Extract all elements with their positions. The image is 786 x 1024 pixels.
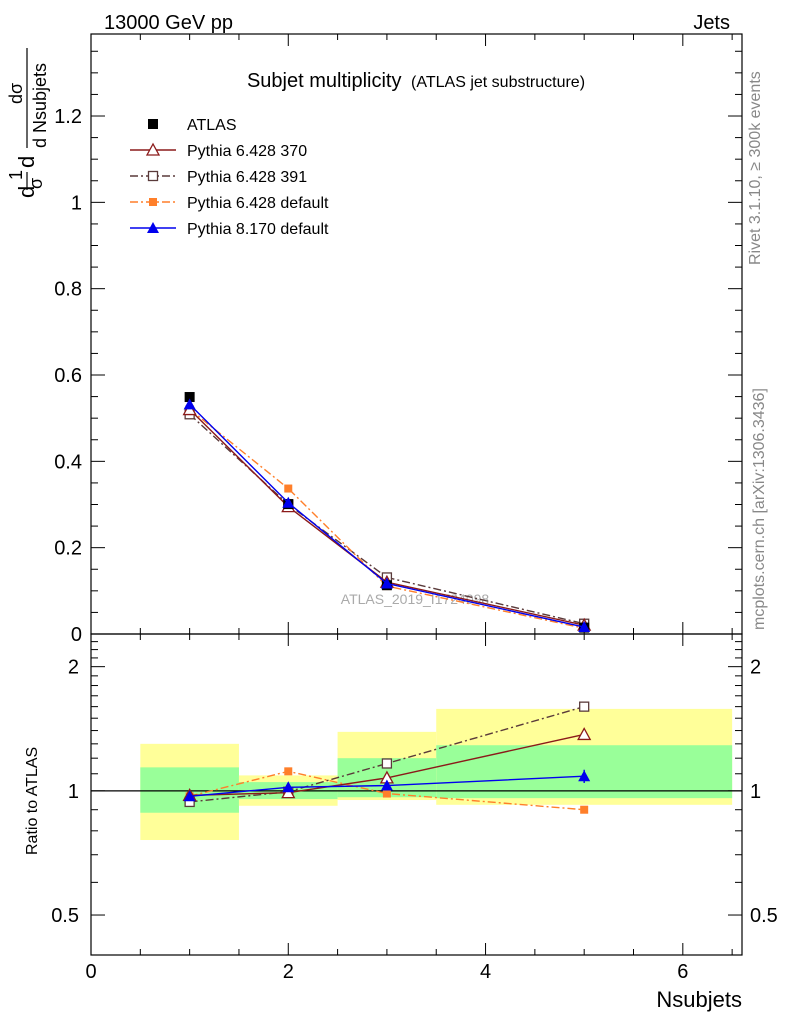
main-y-tick-label: 1	[71, 192, 82, 214]
main-point-p8	[380, 577, 393, 589]
legend-label-p391: Pythia 6.428 391	[187, 169, 307, 186]
ratio-frame	[90, 633, 743, 956]
ratio-y-tick-label-right: 1	[750, 781, 761, 803]
legend-label-p370: Pythia 6.428 370	[187, 143, 307, 160]
x-tick-label: 2	[283, 961, 294, 983]
main-y-tick-label: 0.2	[54, 538, 82, 560]
ylabel-one: 1	[6, 170, 26, 180]
main-point-atlas	[184, 392, 195, 403]
ratio-ylabel: Ratio to ATLAS	[24, 747, 41, 855]
mcplots-label: mcplots.cern.ch [arXiv:1306.3436]	[751, 388, 768, 630]
ratio-point-p8	[282, 781, 295, 793]
ylabel-d2: d	[14, 156, 39, 168]
x-tick-label: 0	[85, 961, 96, 983]
energy-label: 13000 GeV pp	[104, 12, 233, 34]
main-y-tick-label: 0.4	[54, 451, 82, 473]
axes: 0 2 4 6 0 0.2 0.4 0.6 0.8 1 1.2 0.5 0.5 1 1 2 2	[51, 33, 778, 983]
ylabel-sigma: σ	[26, 178, 46, 189]
legend-label-p8: Pythia 8.170 default	[187, 221, 329, 238]
uncertainty-bands	[140, 708, 733, 841]
ratio-point-pdef6	[382, 789, 391, 798]
main-y-tick-label: 1.2	[54, 106, 82, 128]
ratio-line-p8	[189, 775, 585, 797]
legend-marker-atlas	[148, 119, 158, 129]
ratio-line-pdef6	[189, 770, 585, 811]
main-line-p370	[189, 409, 585, 626]
ratio-y-tick-label-right: 0.5	[750, 905, 778, 927]
ratio-y-tick-label: 2	[68, 657, 79, 679]
main-line-pdef6	[189, 408, 585, 629]
x-tick-label: 6	[677, 961, 688, 983]
legend-label-pdef6: Pythia 6.428 default	[187, 195, 329, 212]
ratio-point-p391	[381, 758, 393, 769]
analysis-watermark: ATLAS_2019_I1724098	[341, 591, 490, 607]
legend-marker-p370	[145, 142, 161, 156]
ylabel-dsigma: dσ	[6, 83, 26, 104]
process-label: Jets	[693, 12, 730, 34]
main-line-p8	[189, 403, 585, 628]
ylabel-d: d	[14, 186, 39, 198]
ratio-point-pdef6	[580, 805, 589, 814]
main-ylabel: d 1 σ d dσ d Nsubjets	[6, 48, 50, 198]
ratio-y-tick-label-right: 2	[750, 657, 761, 679]
main-point-pdef6	[284, 484, 293, 493]
main-point-p8	[578, 621, 591, 633]
ratio-point-pdef6	[284, 767, 293, 776]
ratio-y-tick-label: 0.5	[51, 905, 79, 927]
ratio-point-p8	[380, 779, 393, 791]
ylabel-denominator: d Nsubjets	[30, 63, 50, 148]
ratio-point-p391	[579, 701, 590, 712]
chart-title-sub: (ATLAS jet substructure)	[411, 74, 585, 91]
legend: ATLAS Pythia 6.428 370 Pythia 6.428 391 Pyt…	[130, 117, 329, 238]
ratio-point-p370	[577, 727, 592, 741]
data-series	[182, 392, 592, 814]
main-y-tick-label: 0.6	[54, 365, 82, 387]
x-tick-label: 4	[480, 961, 491, 983]
ratio-line-p370	[189, 733, 585, 797]
legend-marker-p8	[147, 222, 159, 233]
main-y-tick-label: 0	[71, 624, 82, 646]
main-point-p8	[183, 398, 196, 410]
legend-marker-p391	[147, 170, 159, 182]
legend-marker-pdef6	[149, 198, 157, 206]
rivet-label: Rivet 3.1.10, ≥ 300k events	[747, 71, 764, 265]
chart-title: Subjet multiplicity (ATLAS jet substruct…	[247, 70, 585, 92]
legend-label-atlas: ATLAS	[187, 117, 237, 134]
main-line-p391	[189, 413, 585, 625]
ratio-line-p391	[189, 705, 585, 803]
main-y-tick-label: 0.8	[54, 279, 82, 301]
ratio-point-p8	[578, 770, 591, 782]
xlabel: Nsubjets	[656, 987, 742, 1012]
ratio-point-p8	[183, 790, 196, 802]
chart-title-main: Subjet multiplicity	[247, 70, 402, 92]
main-point-p8	[282, 496, 295, 508]
ratio-y-tick-label: 1	[68, 781, 79, 803]
